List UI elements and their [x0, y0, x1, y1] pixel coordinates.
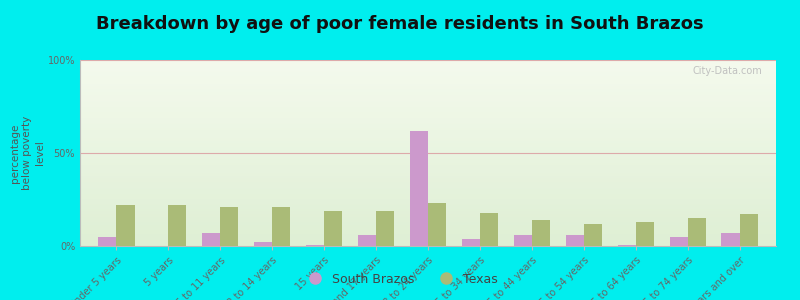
Bar — [740, 214, 758, 246]
Bar — [324, 211, 342, 246]
Text: City-Data.com: City-Data.com — [692, 66, 762, 76]
Y-axis label: percentage
below poverty
level: percentage below poverty level — [10, 116, 45, 190]
Text: Breakdown by age of poor female residents in South Brazos: Breakdown by age of poor female resident… — [96, 15, 704, 33]
Bar — [306, 245, 324, 246]
Bar — [98, 237, 116, 246]
Bar — [168, 205, 186, 246]
Bar — [584, 224, 602, 246]
Bar — [636, 222, 654, 246]
Bar — [532, 220, 550, 246]
Bar — [116, 205, 134, 246]
Bar — [254, 242, 272, 246]
Bar — [618, 245, 636, 246]
Legend: South Brazos, Texas: South Brazos, Texas — [297, 268, 503, 291]
Bar — [376, 211, 394, 246]
Bar — [688, 218, 706, 246]
Bar — [566, 235, 584, 246]
Bar — [272, 207, 290, 246]
Bar — [220, 207, 238, 246]
Bar — [514, 235, 532, 246]
Bar — [722, 233, 740, 246]
Bar — [428, 203, 446, 246]
Bar — [410, 131, 428, 246]
Bar — [358, 235, 376, 246]
Bar — [480, 212, 498, 246]
Bar — [670, 237, 688, 246]
Bar — [462, 238, 480, 246]
Bar — [202, 233, 220, 246]
